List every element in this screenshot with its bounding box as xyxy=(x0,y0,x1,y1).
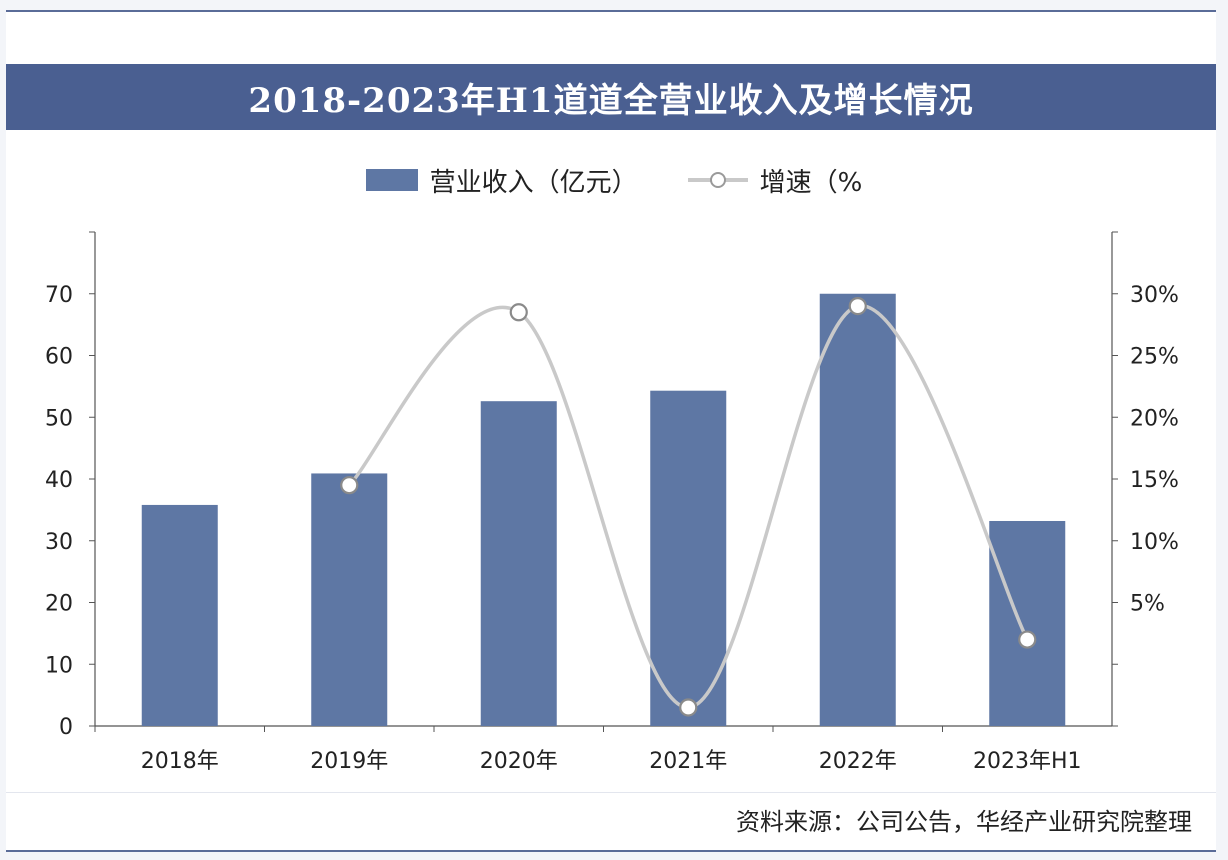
legend-item-growth: 增速（% xyxy=(687,162,863,199)
legend-bar-swatch xyxy=(365,169,418,191)
left-tick-label: 20 xyxy=(45,592,73,617)
left-tick-label: 30 xyxy=(45,530,73,555)
legend-line-swatch xyxy=(687,172,748,188)
growth-point xyxy=(679,698,698,717)
x-tick-label: 2021年 xyxy=(649,749,727,774)
growth-point xyxy=(848,297,867,316)
left-tick-label: 50 xyxy=(45,406,73,431)
revenue-bar xyxy=(311,473,388,726)
revenue-bar xyxy=(650,390,727,726)
x-tick-label: 2020年 xyxy=(480,749,558,774)
legend-growth-label: 增速（% xyxy=(759,167,863,198)
left-tick-label: 0 xyxy=(59,715,73,740)
right-tick-label: 5% xyxy=(1130,592,1165,617)
x-tick-label: 2018年 xyxy=(141,749,219,774)
title-bar: 2018-2023年H1道道全营业收入及增长情况 xyxy=(6,64,1216,130)
source-note: 资料来源：公司公告，华经产业研究院整理 xyxy=(736,808,1192,836)
right-tick-label: 10% xyxy=(1130,530,1179,555)
right-tick-label: 25% xyxy=(1130,345,1179,370)
revenue-bar xyxy=(141,504,218,726)
revenue-bar xyxy=(480,401,557,726)
growth-point xyxy=(340,476,359,495)
left-tick-label: 70 xyxy=(45,283,73,308)
growth-point xyxy=(1018,630,1037,649)
x-tick-label: 2019年 xyxy=(310,749,388,774)
chart-title: 2018-2023年H1道道全营业收入及增长情况 xyxy=(248,80,974,121)
left-tick-label: 60 xyxy=(45,345,73,370)
chart-legend: 营业收入（亿元） 增速（% xyxy=(0,160,1228,200)
growth-point xyxy=(509,303,528,322)
legend-revenue-label: 营业收入（亿元） xyxy=(429,167,638,198)
revenue-bar xyxy=(819,293,896,726)
right-tick-label: 30% xyxy=(1130,283,1179,308)
revenue-bar xyxy=(989,520,1066,726)
right-tick-label: 20% xyxy=(1130,406,1179,431)
legend-item-revenue: 营业收入（亿元） xyxy=(365,162,638,199)
x-tick-label: 2023年H1 xyxy=(973,749,1082,774)
left-tick-label: 10 xyxy=(45,653,73,678)
x-tick-label: 2022年 xyxy=(819,749,897,774)
left-tick-label: 40 xyxy=(45,468,73,493)
footer-divider xyxy=(6,792,1216,793)
right-tick-label: 15% xyxy=(1130,468,1179,493)
